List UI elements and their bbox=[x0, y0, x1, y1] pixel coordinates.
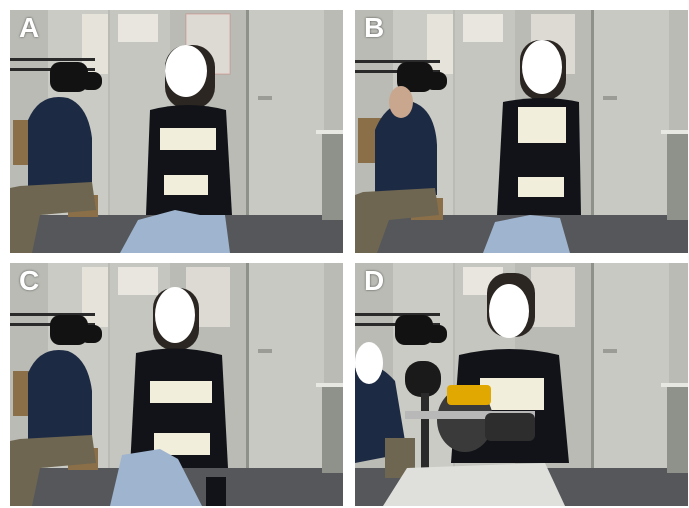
panel-a-photo bbox=[10, 10, 343, 253]
panel-label-b: B bbox=[364, 12, 385, 43]
photo-panel-c: C bbox=[10, 263, 343, 506]
panel-label-a: A bbox=[19, 12, 40, 43]
photo-panel-d: D bbox=[355, 263, 688, 506]
panel-label-d: D bbox=[364, 265, 385, 296]
panel-b-photo bbox=[355, 10, 688, 253]
photo-panel-a: A bbox=[10, 10, 343, 253]
panel-d-photo bbox=[355, 263, 688, 506]
panel-c-photo bbox=[10, 263, 343, 506]
panel-label-c: C bbox=[19, 265, 40, 296]
photo-panel-b: B bbox=[355, 10, 688, 253]
